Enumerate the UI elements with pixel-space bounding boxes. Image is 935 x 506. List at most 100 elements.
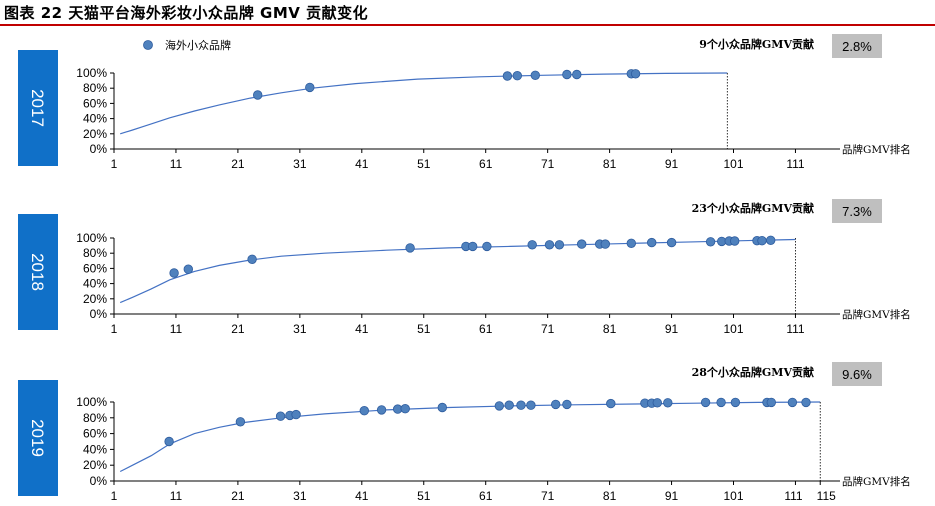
- chart-title: 图表 22 天猫平台海外彩妆小众品牌 GMV 贡献变化: [4, 4, 369, 22]
- y-tick-label: 40%: [83, 112, 107, 126]
- x-tick-label: 11: [170, 157, 183, 171]
- x-tick-label: 21: [231, 157, 245, 171]
- brand-count-annotation: 9个小众品牌GMV贡献: [699, 37, 814, 51]
- x-tick-label: 61: [479, 489, 493, 503]
- data-point: [526, 400, 536, 410]
- x-tick-label: 71: [541, 322, 555, 336]
- data-point: [562, 69, 572, 80]
- data-point: [530, 70, 541, 81]
- x-tick-label: 115: [817, 489, 836, 503]
- data-point: [757, 235, 767, 246]
- share-box: [832, 362, 882, 386]
- x-tick-label: 51: [417, 157, 431, 171]
- cumulative-curve: [120, 72, 728, 135]
- data-point: [700, 397, 711, 408]
- data-point: [183, 264, 194, 274]
- x-tick-label: 71: [541, 489, 555, 503]
- x-tick-label: 11: [170, 489, 183, 503]
- y-tick-label: 80%: [83, 246, 107, 260]
- x-tick-label: 31: [293, 322, 307, 336]
- share-value: 9.6%: [842, 367, 872, 382]
- data-point: [512, 70, 523, 81]
- data-point: [291, 409, 301, 420]
- x-tick-label: 111: [786, 157, 805, 171]
- data-point: [606, 398, 616, 409]
- y-tick-label: 40%: [83, 442, 107, 456]
- y-tick-label: 20%: [83, 458, 107, 472]
- x-tick-label: 111: [784, 489, 803, 503]
- y-tick-label: 0%: [90, 474, 108, 488]
- y-tick-label: 100%: [76, 395, 107, 409]
- data-point: [437, 402, 448, 413]
- data-point: [247, 254, 257, 264]
- data-point: [630, 69, 641, 79]
- data-point: [600, 239, 611, 249]
- share-box: [832, 199, 882, 223]
- data-point: [275, 411, 286, 421]
- brand-count-annotation: 28个小众品牌GMV贡献: [692, 365, 814, 379]
- data-point: [572, 69, 582, 80]
- x-tick-label: 31: [293, 489, 307, 503]
- data-point: [663, 398, 673, 408]
- x-axis-label: 品牌GMV排名: [842, 308, 911, 321]
- data-point: [730, 397, 741, 408]
- data-point: [359, 406, 370, 416]
- data-point: [652, 398, 663, 408]
- data-point: [801, 397, 811, 408]
- x-tick-label: 101: [723, 157, 743, 171]
- data-point: [527, 240, 537, 250]
- x-tick-label: 91: [665, 489, 679, 503]
- data-point: [305, 82, 315, 93]
- x-tick-label: 101: [723, 489, 743, 503]
- data-point: [169, 268, 179, 278]
- data-point: [494, 401, 505, 411]
- data-point: [766, 397, 777, 408]
- share-value: 2.8%: [842, 39, 872, 54]
- data-point: [400, 404, 410, 414]
- year-label: 2018: [28, 253, 47, 291]
- y-tick-label: 60%: [83, 427, 107, 441]
- x-tick-label: 41: [355, 322, 369, 336]
- data-point: [626, 238, 637, 249]
- x-tick-label: 31: [293, 157, 307, 171]
- y-tick-label: 0%: [90, 142, 108, 156]
- share-value: 7.3%: [842, 204, 872, 219]
- data-point: [516, 400, 526, 410]
- x-tick-label: 71: [541, 157, 555, 171]
- y-tick-label: 0%: [90, 307, 108, 321]
- share-box: [832, 34, 882, 58]
- data-point: [482, 241, 492, 252]
- cumulative-curve: [119, 238, 796, 304]
- x-tick-label: 41: [355, 489, 369, 503]
- x-tick-label: 101: [723, 322, 743, 336]
- x-tick-label: 61: [479, 322, 493, 336]
- y-tick-label: 80%: [83, 81, 107, 95]
- data-point: [730, 236, 740, 246]
- x-tick-label: 51: [417, 489, 431, 503]
- data-point: [577, 239, 587, 249]
- data-point: [405, 243, 415, 253]
- data-point: [502, 71, 513, 81]
- y-tick-label: 20%: [83, 292, 107, 306]
- year-label: 2019: [28, 419, 47, 457]
- data-point: [164, 436, 174, 447]
- x-axis-label: 品牌GMV排名: [842, 143, 911, 156]
- y-tick-label: 40%: [83, 277, 107, 291]
- y-tick-label: 60%: [83, 96, 107, 110]
- x-tick-label: 11: [170, 322, 183, 336]
- cumulative-curve: [119, 401, 821, 473]
- y-tick-label: 60%: [83, 261, 107, 275]
- title-rule: [0, 24, 935, 26]
- x-tick-label: 1: [111, 489, 118, 503]
- x-axis-label: 品牌GMV排名: [842, 475, 911, 488]
- y-tick-label: 20%: [83, 127, 107, 141]
- year-box: [18, 50, 58, 166]
- x-tick-label: 91: [665, 322, 679, 336]
- x-tick-label: 81: [603, 489, 617, 503]
- data-point: [554, 240, 565, 250]
- y-tick-label: 100%: [76, 66, 107, 80]
- data-point: [376, 405, 387, 415]
